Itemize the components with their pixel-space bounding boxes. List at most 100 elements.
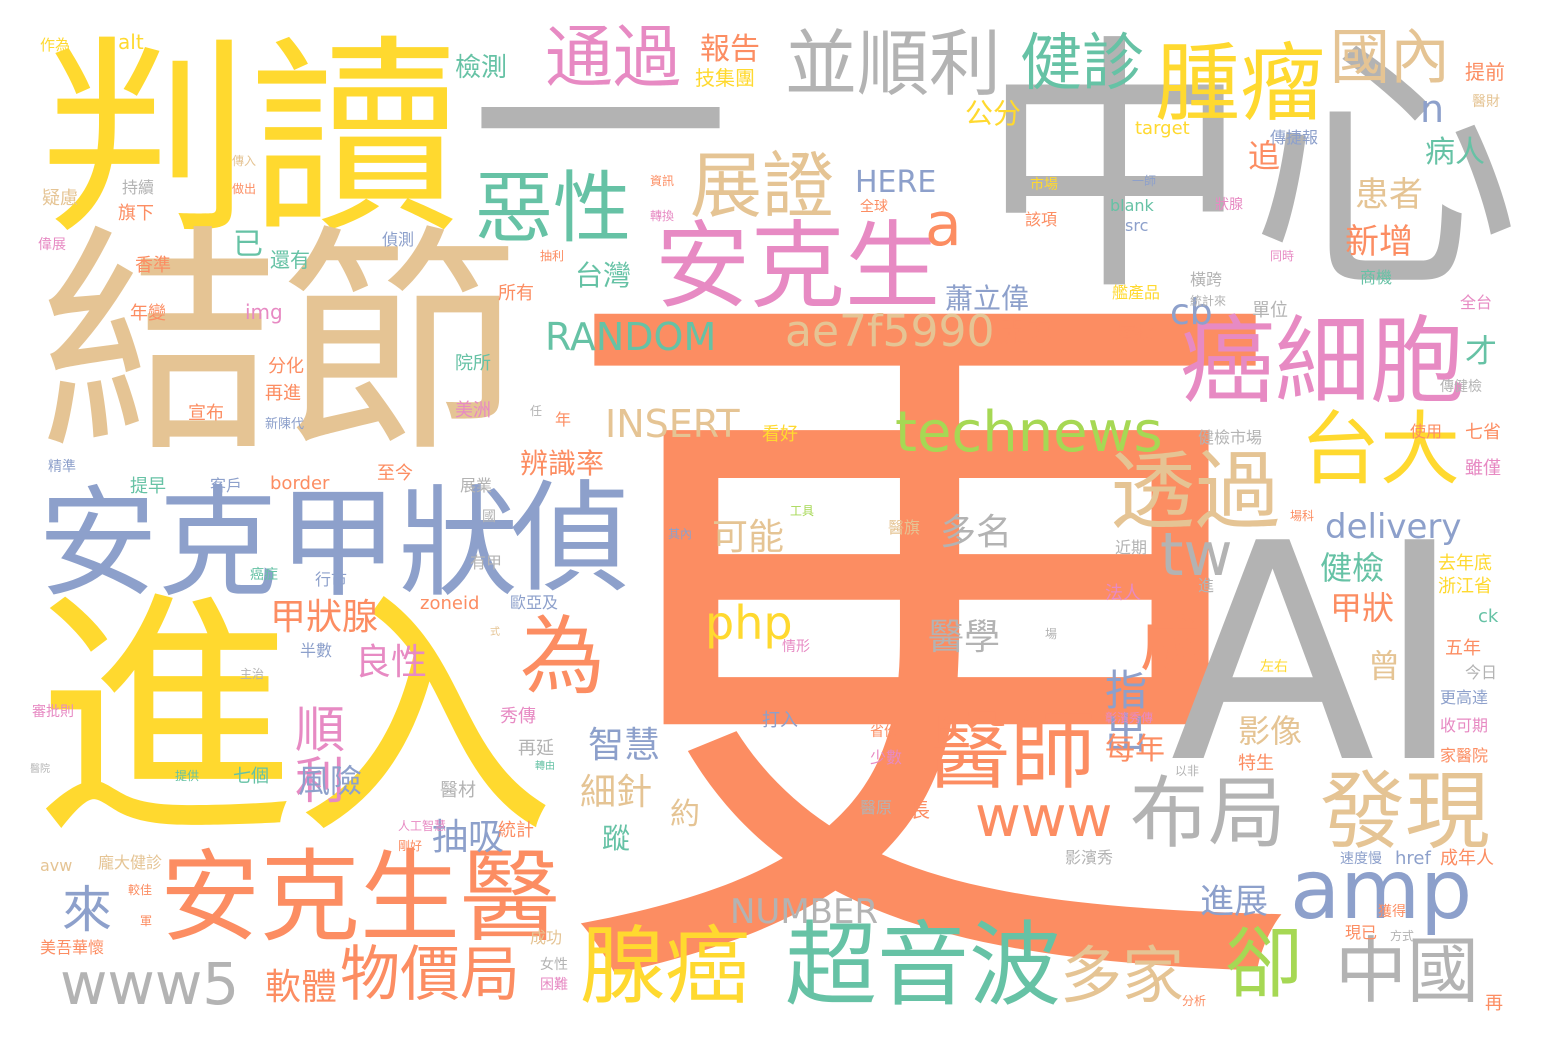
word-faxian: 發現	[1320, 763, 1491, 862]
word-yue: 約	[670, 797, 700, 832]
word-href: href	[1395, 848, 1431, 869]
word-suduman: 速度慢	[1340, 851, 1382, 867]
word-technews: technews	[895, 400, 1163, 465]
word-jinru: 進入	[35, 569, 555, 871]
word-jinzhan: 進展	[1200, 882, 1268, 922]
word-zhence: 偵測	[382, 230, 415, 249]
word-xianai: 腺癌	[580, 918, 751, 1017]
word-tesheng: 特生	[1238, 753, 1274, 774]
word-jingzhun: 精準	[48, 459, 76, 475]
word-ouyaji: 歐亞及	[510, 593, 559, 612]
word-shangji: 商機	[1360, 268, 1393, 287]
word-ren: 任	[530, 404, 543, 418]
word-xinchendai: 新陳代	[265, 417, 305, 432]
word-img: img	[245, 300, 283, 324]
word-aizheng: 癌症	[250, 567, 278, 583]
word-zaijin: 再進	[265, 383, 301, 404]
word-pangdajianzhen: 龐大健診	[98, 853, 163, 872]
word-xizhen: 細針	[580, 772, 653, 813]
word-src: src	[1125, 216, 1149, 235]
word-zhejiangsheng: 浙江省	[1438, 576, 1492, 597]
word-yiyuan: 醫原	[860, 798, 893, 817]
word-zhuanhuan: 轉換	[650, 209, 675, 223]
word-xiangzhun: 香準	[135, 255, 171, 276]
word-tizao: 提早	[130, 476, 166, 497]
word-wei: 為	[520, 608, 606, 707]
word-zhongguo: 中國	[1335, 929, 1480, 1013]
word-zhongliu: 腫瘤	[1155, 35, 1326, 134]
word-tongji: 統計	[498, 820, 534, 841]
word-here: HERE	[855, 165, 937, 200]
word-jiance: 檢測	[455, 53, 508, 83]
word-jianchanpin: 艦產品	[1112, 283, 1161, 302]
word-lai: 來	[62, 881, 112, 939]
word-shenpi: 審批	[1118, 323, 1154, 344]
word-zuoyou: 左右	[1260, 659, 1288, 675]
word-gaixiang: 該項	[1025, 210, 1058, 229]
word-huanzhe: 患者	[1355, 175, 1423, 215]
word-tongshi: 同時	[1270, 249, 1295, 263]
word-chang2: 場	[1045, 627, 1058, 641]
word-nvxing: 女性	[540, 957, 568, 973]
word-chengnianren: 成年人	[1440, 848, 1494, 869]
word-kehu: 客戶	[210, 476, 243, 495]
word-yishi2: 一師	[1132, 174, 1157, 188]
word-jiayiyuan: 家醫院	[1440, 746, 1489, 765]
word-delivery: delivery	[1325, 507, 1462, 547]
word-yilv: 疑慮	[42, 188, 78, 209]
word-changke: 場科	[1290, 509, 1315, 523]
word-random: RANDOM	[545, 315, 717, 359]
word-zuowei: 作為	[40, 36, 71, 54]
word-www5: www5	[60, 950, 240, 1018]
word-ai: AI	[1170, 480, 1464, 829]
word-weizhan: 偉展	[38, 237, 66, 253]
word-quantai: 全台	[1460, 293, 1493, 312]
word-yixue: 醫學	[928, 617, 1001, 658]
word-ganghao: 剛好	[398, 839, 423, 853]
word-tigong: 提供	[175, 769, 200, 783]
word-zhui: 追	[1248, 137, 1281, 175]
word-tongguo: 通過	[545, 19, 682, 98]
word-avw: avw	[40, 856, 73, 875]
word-jiazhuangxian: 甲狀腺	[270, 597, 379, 638]
word-shiyong: 使用	[1410, 422, 1443, 441]
word-www: www	[975, 785, 1113, 850]
word-guo: 國	[482, 509, 496, 525]
word-shenpize: 審批則	[32, 704, 74, 720]
word-suijin: 雖僅	[1465, 458, 1501, 479]
word-yi: 一	[470, 0, 730, 281]
word-taida: 台大	[1300, 403, 1460, 496]
word-bianshilv: 辨識率	[520, 447, 605, 480]
word-taiwan: 台灣	[575, 259, 632, 292]
word-zhijin: 至今	[377, 463, 413, 484]
word-chuanru: 傳入	[232, 154, 257, 168]
word-shunli: 順利	[295, 701, 345, 810]
word-fangshi: 方式	[1390, 929, 1415, 943]
word-duoming: 多名	[940, 512, 1013, 553]
word-target: target	[1135, 118, 1190, 139]
word-genggaoda: 更高達	[1440, 688, 1489, 707]
word-yicai: 醫財	[1472, 94, 1500, 110]
word-nian: 年	[555, 410, 572, 429]
word-yiqi: 醫旗	[888, 518, 921, 537]
word-yuansuo: 院所	[455, 353, 491, 374]
word-shengfen: 省份	[870, 724, 898, 740]
word-qixia: 旗下	[118, 203, 154, 224]
word-zhuanyou: 轉由	[535, 761, 555, 772]
word-faren: 法人	[1105, 583, 1141, 604]
word-rengongzhihui: 人工智慧	[398, 819, 447, 833]
word-meinian: 每年	[1105, 732, 1165, 767]
word-zoneid: zoneid	[420, 593, 480, 614]
word-xinzeng: 新增	[1345, 222, 1413, 262]
word-zai: 再	[1485, 993, 1503, 1014]
word-amp: amp	[1290, 843, 1473, 938]
word-guonei: 國內	[1330, 23, 1450, 93]
word-buju: 布局	[1130, 769, 1287, 859]
word-yicai2: 醫材	[440, 780, 476, 801]
word-zuochu: 做出	[232, 182, 257, 196]
word-yi2: 已	[233, 227, 263, 262]
word-fenxi: 分析	[1182, 994, 1207, 1008]
word-qisheng: 七省	[1465, 422, 1501, 443]
word-chouli: 抽利	[540, 249, 565, 263]
